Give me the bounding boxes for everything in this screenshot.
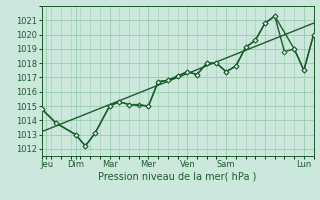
X-axis label: Pression niveau de la mer( hPa ): Pression niveau de la mer( hPa ) [99,172,257,182]
